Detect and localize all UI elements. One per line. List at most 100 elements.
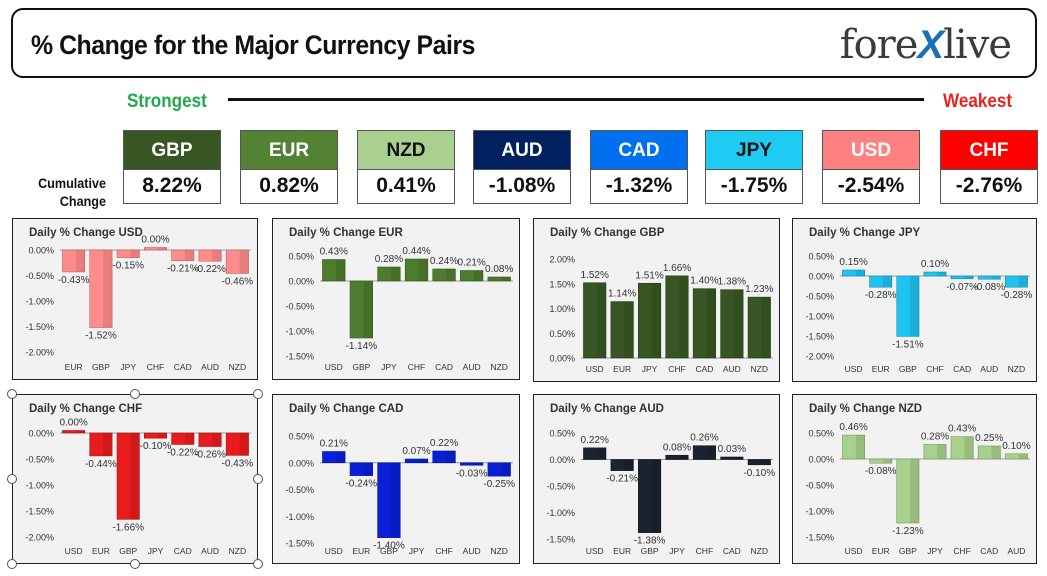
bar-aud bbox=[977, 275, 1001, 280]
y-tick-label: -1.00% bbox=[285, 512, 314, 522]
bar-shade bbox=[910, 276, 919, 337]
category-label: GBP bbox=[641, 546, 659, 556]
data-label: -0.08% bbox=[973, 282, 1005, 293]
bar-chart: 0.50% 0.00% -0.50% -1.00% -1.50% 0.22% USD -0.2… bbox=[546, 429, 775, 557]
category-label: USD bbox=[586, 364, 604, 374]
category-label: CHF bbox=[668, 364, 685, 374]
y-tick-label: 2.00% bbox=[549, 255, 575, 265]
bar-shade bbox=[679, 275, 689, 358]
chart-panel-jpy[interactable]: Daily % Change JPY 0.50% 0.00% -0.50% -1.00%… bbox=[792, 218, 1037, 382]
bar-shade bbox=[239, 433, 249, 456]
bar-shade bbox=[991, 276, 1001, 280]
data-label: -0.43% bbox=[222, 458, 254, 469]
bar-shade bbox=[75, 250, 85, 272]
y-tick-label: 0.00% bbox=[288, 277, 314, 287]
resize-handle[interactable] bbox=[130, 389, 140, 399]
bar-eur bbox=[869, 275, 893, 288]
y-tick-label: -1.50% bbox=[25, 507, 54, 517]
y-tick-label: -1.00% bbox=[805, 312, 834, 322]
ranking-cumulative-value: -2.76% bbox=[940, 170, 1038, 204]
bar bbox=[116, 432, 140, 520]
bar-nzd bbox=[747, 459, 771, 466]
bar bbox=[923, 271, 947, 277]
bar-usd bbox=[322, 259, 346, 282]
data-label: -0.46% bbox=[222, 276, 254, 287]
bar bbox=[583, 282, 607, 359]
resize-handle[interactable] bbox=[253, 559, 263, 569]
bar-jpy bbox=[638, 282, 662, 359]
bar bbox=[583, 447, 607, 460]
bar-cad bbox=[692, 288, 716, 359]
category-label: NZD bbox=[490, 546, 507, 556]
bar bbox=[896, 458, 920, 524]
bar-shade bbox=[473, 462, 483, 466]
data-label: -0.03% bbox=[456, 468, 488, 479]
bar-cad bbox=[977, 445, 1001, 460]
data-label: -1.51% bbox=[892, 339, 924, 350]
bar-aud bbox=[198, 432, 222, 447]
chart-panel-gbp[interactable]: Daily % Change GBP 2.00% 1.50% 1.00% 0.50% 0.… bbox=[533, 218, 780, 382]
y-tick-label: -1.00% bbox=[546, 508, 575, 518]
data-label: 0.25% bbox=[975, 433, 1003, 444]
bar bbox=[377, 462, 401, 538]
resize-handle[interactable] bbox=[7, 389, 17, 399]
bar-gbp bbox=[116, 432, 140, 520]
resize-handle[interactable] bbox=[7, 559, 17, 569]
chart-panel-chf[interactable]: Daily % Change CHF 0.00% -0.50% -1.00% -1.50… bbox=[12, 394, 258, 564]
ranking-aud: AUD -1.08% bbox=[473, 130, 571, 204]
bar-shade bbox=[706, 288, 716, 358]
y-tick-label: -0.50% bbox=[285, 302, 314, 312]
bar-chf bbox=[692, 445, 716, 460]
bar-usd bbox=[842, 434, 865, 460]
chart-panel-nzd[interactable]: Daily % Change NZD 0.50% 0.00% -0.50% -1.00%… bbox=[792, 394, 1037, 564]
chart-panel-usd[interactable]: Daily % Change USD 0.00% -0.50% -1.00% -1.50… bbox=[12, 218, 258, 380]
chart-panel-cad[interactable]: Daily % Change CAD 0.50% 0.00% -0.50% -1.00%… bbox=[272, 394, 520, 564]
bar bbox=[869, 458, 893, 464]
bar bbox=[869, 275, 893, 288]
bar-nzd bbox=[225, 432, 249, 456]
data-label: -0.22% bbox=[167, 447, 199, 458]
bar-shade bbox=[446, 450, 456, 463]
bar-chf bbox=[432, 450, 456, 464]
category-label: GBP bbox=[899, 546, 917, 556]
ranking-cumulative-value: 8.22% bbox=[123, 170, 221, 204]
bar-shade bbox=[418, 459, 428, 463]
bar bbox=[89, 432, 113, 457]
header-banner: % Change for the Major Currency Pairs fo… bbox=[11, 8, 1037, 78]
data-label: -0.25% bbox=[483, 479, 515, 490]
y-tick-label: -1.00% bbox=[25, 297, 54, 307]
ranking-currency-name: EUR bbox=[240, 130, 338, 170]
bar bbox=[977, 275, 1001, 280]
bar-shade bbox=[501, 277, 511, 281]
bar-nzd bbox=[747, 296, 771, 359]
data-label: 1.38% bbox=[718, 277, 746, 288]
bar-shade bbox=[336, 451, 346, 463]
category-label: CAD bbox=[953, 364, 971, 374]
data-label: 0.08% bbox=[485, 264, 513, 275]
bar-shade bbox=[185, 250, 194, 261]
chart-panel-aud[interactable]: Daily % Change AUD 0.50% 0.00% -0.50% -1.00%… bbox=[533, 394, 780, 564]
category-label: JPY bbox=[120, 362, 136, 372]
data-label: -0.10% bbox=[140, 441, 172, 452]
y-tick-label: -0.50% bbox=[25, 455, 54, 465]
category-label: USD bbox=[65, 546, 83, 556]
data-label: 0.21% bbox=[320, 439, 348, 450]
bar-shade bbox=[103, 433, 113, 456]
bar-usd bbox=[583, 447, 607, 460]
chart-panel-eur[interactable]: Daily % Change EUR 0.50% 0.00% -0.50% -1.00%… bbox=[272, 218, 520, 380]
bar-shade bbox=[157, 433, 167, 439]
chart-title: Daily % Change AUD bbox=[550, 403, 664, 415]
bar-cad bbox=[432, 268, 456, 282]
bar bbox=[460, 270, 484, 282]
bar bbox=[1005, 453, 1028, 460]
category-label: CHF bbox=[147, 362, 164, 372]
bar-shade bbox=[734, 457, 744, 460]
data-label: 0.44% bbox=[402, 246, 430, 257]
resize-handle[interactable] bbox=[130, 559, 140, 569]
resize-handle[interactable] bbox=[253, 389, 263, 399]
data-label: 0.00% bbox=[59, 418, 87, 429]
resize-handle[interactable] bbox=[7, 474, 17, 484]
bar-shade bbox=[882, 276, 892, 288]
strength-scale-line bbox=[228, 98, 924, 101]
resize-handle[interactable] bbox=[253, 474, 263, 484]
